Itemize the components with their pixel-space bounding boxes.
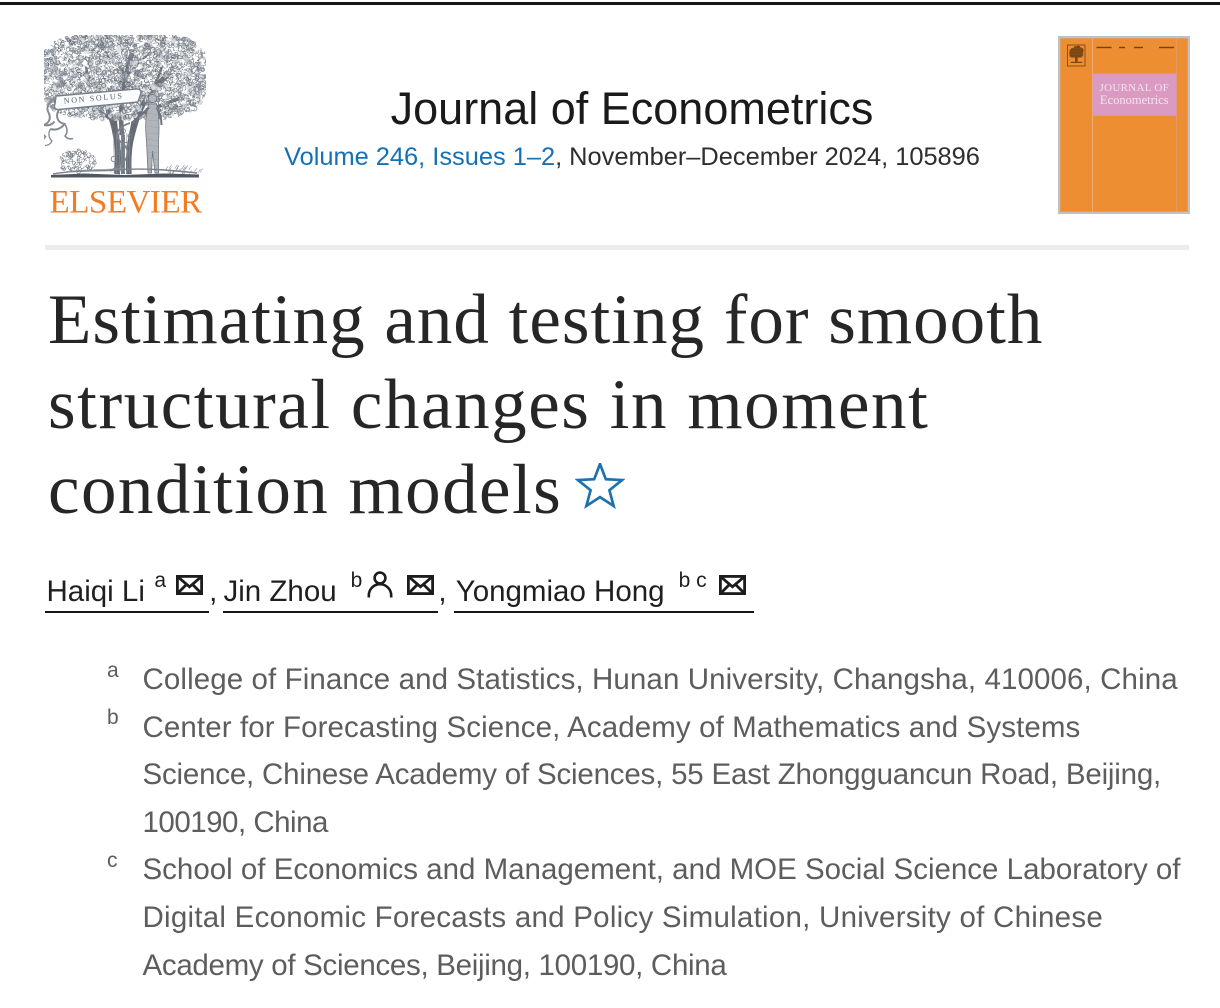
svg-text:JOURNAL OF: JOURNAL OF — [1100, 82, 1170, 94]
svg-text:ELSEVIER: ELSEVIER — [50, 185, 203, 221]
svg-text:Econometrics: Econometrics — [1100, 93, 1169, 107]
